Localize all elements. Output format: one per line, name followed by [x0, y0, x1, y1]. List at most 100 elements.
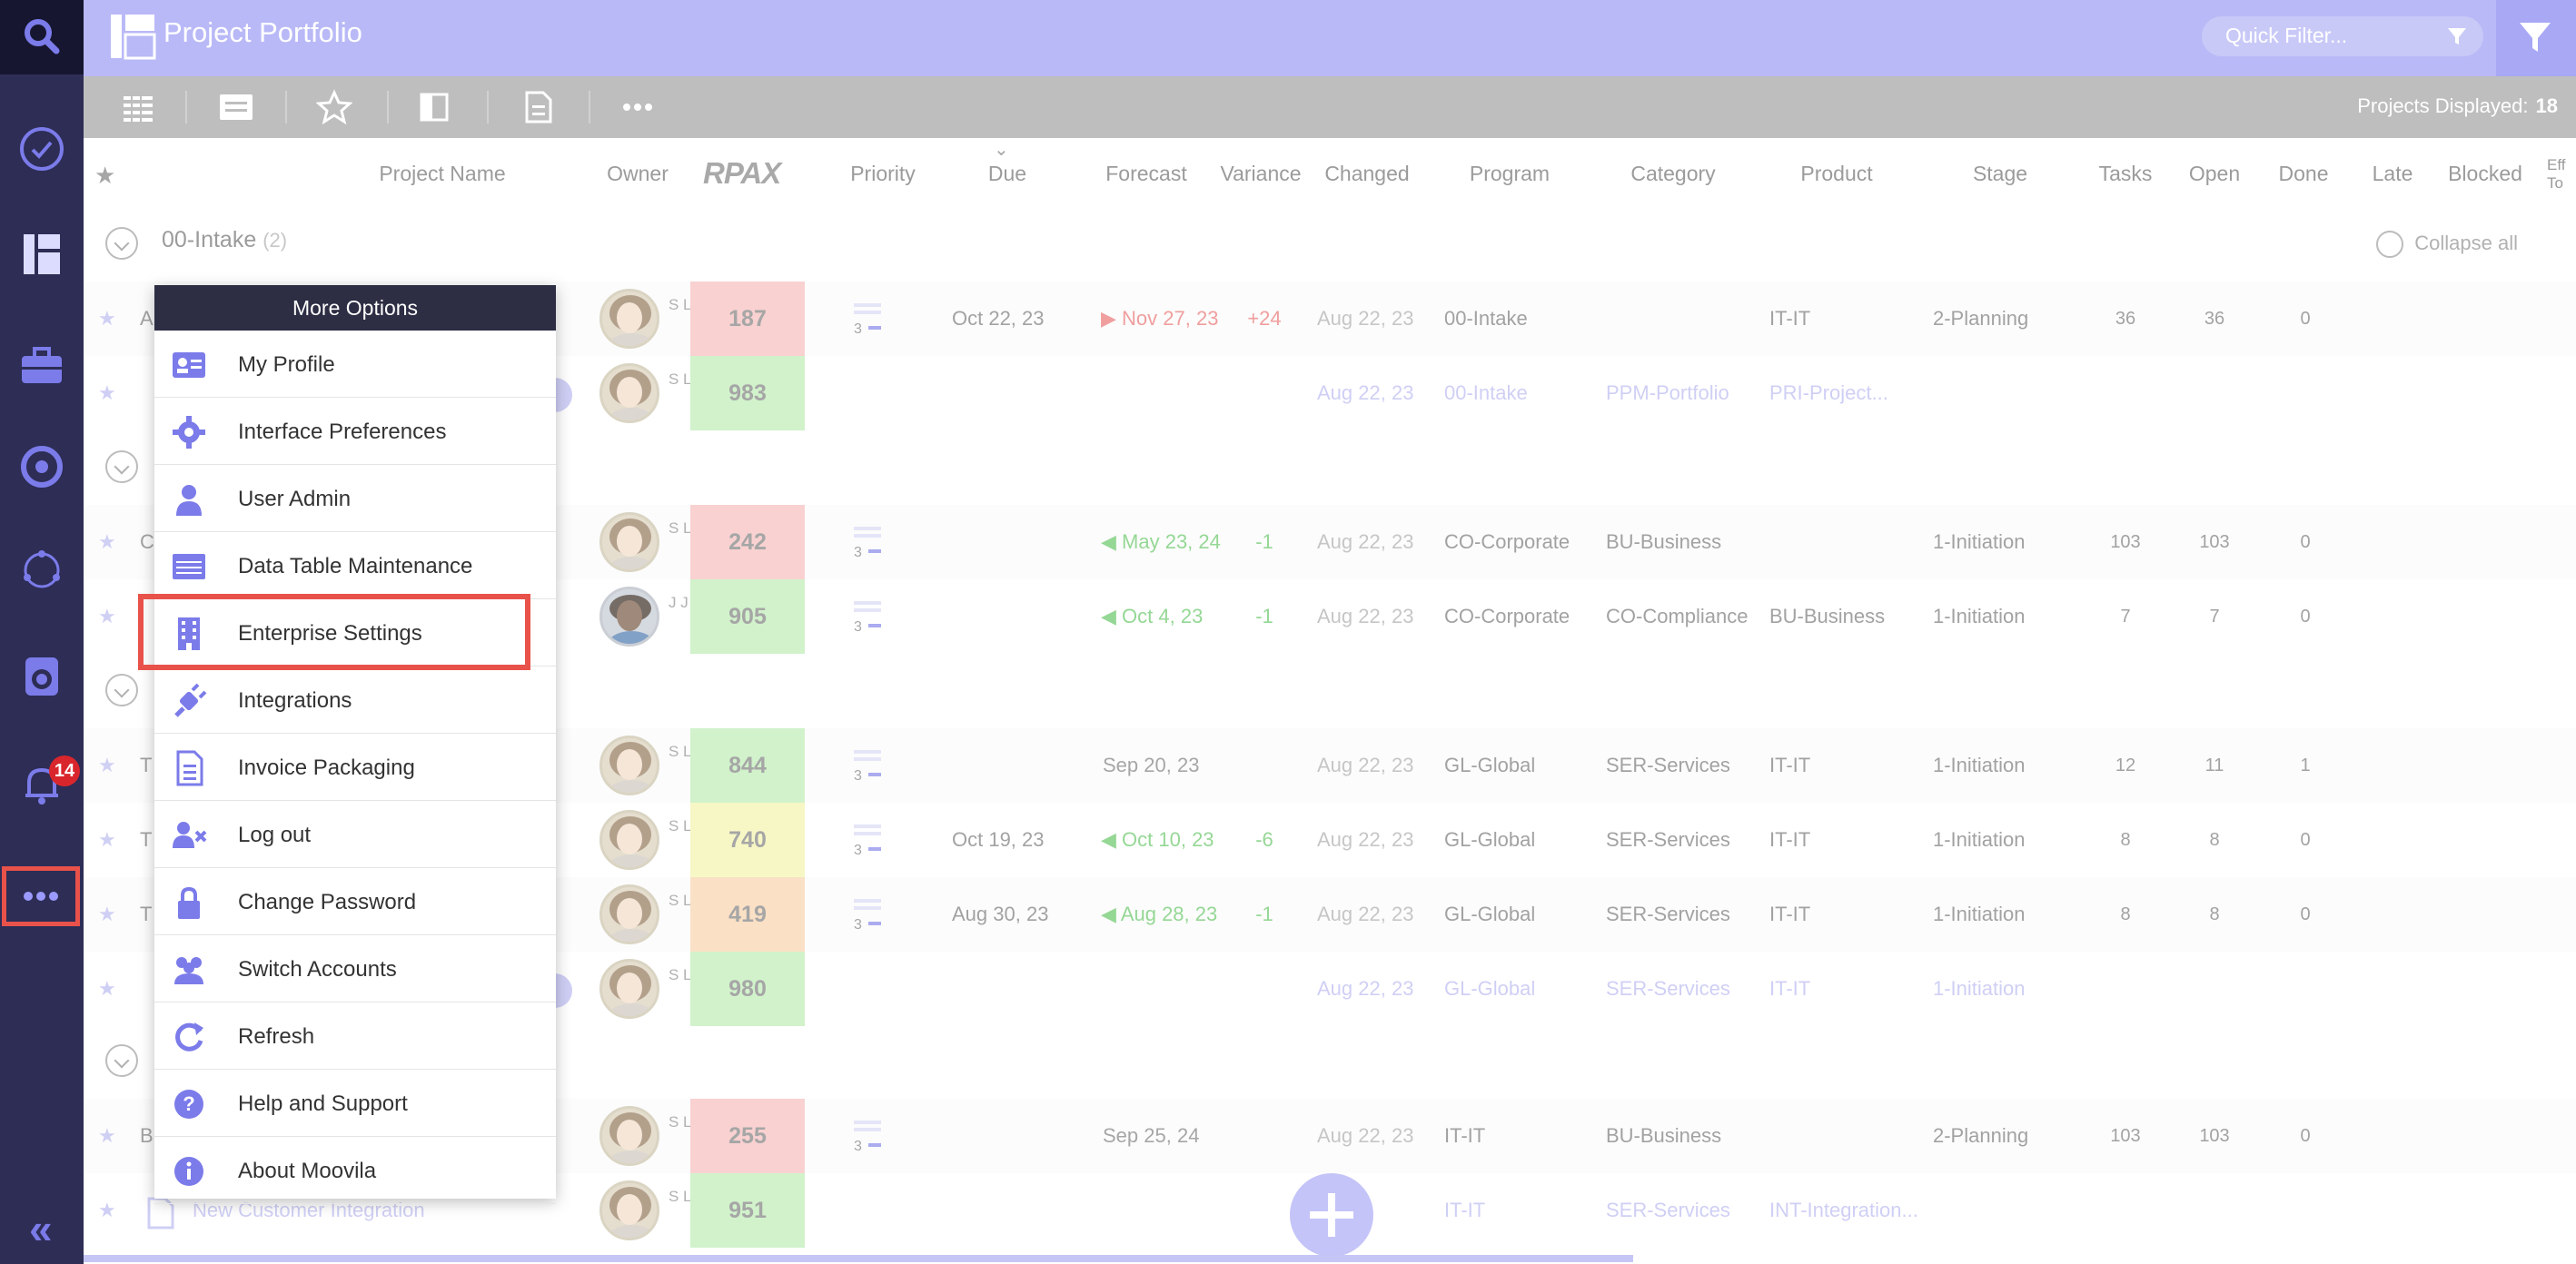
owner-initials: S L — [669, 892, 692, 909]
menu-item-log-out[interactable]: Log out — [154, 801, 556, 868]
menu-item-label: My Profile — [238, 352, 335, 377]
column-category[interactable]: Category — [1630, 162, 1716, 185]
column-forecast[interactable]: Forecast — [1105, 162, 1187, 185]
expand-group-icon[interactable] — [105, 674, 138, 706]
column-variance[interactable]: Variance — [1220, 162, 1302, 185]
expand-group-icon[interactable] — [105, 450, 138, 483]
favorite-star-icon[interactable]: ★ — [98, 903, 116, 925]
menu-title: More Options — [154, 285, 556, 331]
collapse-all-button[interactable]: Collapse all — [2376, 231, 2518, 258]
column-project-name[interactable]: Project Name — [379, 162, 506, 185]
star-icon[interactable] — [316, 89, 352, 125]
menu-item-data-table-maintenance[interactable]: Data Table Maintenance — [154, 532, 556, 599]
menu-item-user-admin[interactable]: User Admin — [154, 465, 556, 532]
favorite-star-icon[interactable]: ★ — [98, 1124, 116, 1147]
cell-project-name: C — [140, 530, 154, 553]
owner-avatar[interactable] — [599, 810, 659, 870]
portfolio-nav-button[interactable] — [16, 229, 67, 280]
column-open[interactable]: Open — [2188, 162, 2241, 185]
table-row[interactable]: ★ S L 983 Aug 22, 23 00-Intake PPM-Portfolio P… — [84, 356, 2576, 430]
more-options-button[interactable] — [2, 866, 80, 926]
column-done[interactable]: Done — [2278, 162, 2329, 185]
network-nav-button[interactable] — [16, 545, 67, 596]
filter-button[interactable] — [2496, 0, 2576, 76]
report-icon[interactable] — [520, 89, 556, 125]
owner-avatar[interactable] — [599, 512, 659, 572]
table-row[interactable]: ★ S L 980 Aug 22, 23 GL-Global SER-Services IT… — [84, 952, 2576, 1026]
toolbar-divider — [285, 91, 287, 123]
cell-product: IT-IT — [1769, 307, 1811, 330]
card-view-icon[interactable] — [218, 89, 254, 125]
horizontal-scrollbar[interactable] — [84, 1255, 1633, 1262]
favorite-star-icon[interactable]: ★ — [98, 530, 116, 553]
menu-item-interface-preferences[interactable]: Interface Preferences — [154, 398, 556, 465]
table-row[interactable]: ★ T S L 740 3 Oct 19, 23 ◀ Oct 10, 23 -6 Aug 22,… — [84, 803, 2576, 877]
menu-item-refresh[interactable]: Refresh — [154, 1002, 556, 1070]
menu-item-about-moovila[interactable]: About Moovila — [154, 1137, 556, 1204]
cell-stage: 2-Planning — [1933, 307, 2029, 330]
help-icon: ? — [174, 1090, 203, 1119]
favorite-star-icon[interactable]: ★ — [98, 605, 116, 627]
column-due[interactable]: Due — [987, 162, 1027, 185]
menu-item-enterprise-settings[interactable]: Enterprise Settings — [154, 599, 556, 667]
cell-forecast: ◀ May 23, 24 — [1101, 530, 1221, 553]
grid-view-icon[interactable] — [120, 89, 156, 125]
toolbar: Projects Displayed: 18 — [84, 76, 2576, 138]
collapse-sidebar-icon[interactable]: « — [29, 1205, 53, 1252]
owner-avatar[interactable] — [599, 736, 659, 795]
column-program[interactable]: Program — [1469, 162, 1551, 185]
menu-item-switch-accounts[interactable]: Switch Accounts — [154, 935, 556, 1002]
expand-group-icon[interactable] — [105, 227, 138, 260]
favorite-star-icon[interactable]: ★ — [98, 307, 116, 330]
owner-avatar[interactable] — [599, 587, 659, 647]
column-blocked[interactable]: Blocked — [2448, 162, 2522, 185]
menu-item-change-password[interactable]: Change Password — [154, 868, 556, 935]
timesheet-nav-button[interactable] — [16, 650, 67, 701]
search-button[interactable] — [0, 0, 84, 74]
column-product[interactable]: Product — [1800, 162, 1873, 185]
favorite-star-icon[interactable]: ★ — [98, 1199, 116, 1221]
owner-avatar[interactable] — [599, 884, 659, 944]
rpax-score: 187 — [690, 281, 805, 356]
owner-avatar[interactable] — [599, 1180, 659, 1240]
column-effort[interactable]: Eff To — [2547, 156, 2566, 192]
column-tasks[interactable]: Tasks — [2098, 162, 2153, 185]
tasks-nav-button[interactable] — [16, 123, 67, 174]
columns-icon[interactable] — [416, 89, 452, 125]
menu-item-help-and-support[interactable]: ? Help and Support — [154, 1070, 556, 1137]
favorite-star-icon[interactable]: ★ — [98, 381, 116, 404]
priority-value: 3 — [854, 545, 862, 560]
owner-avatar[interactable] — [599, 289, 659, 349]
column-changed[interactable]: Changed — [1324, 162, 1410, 185]
favorite-star-icon[interactable]: ★ — [98, 828, 116, 851]
add-project-button[interactable] — [1290, 1173, 1373, 1257]
column-stage[interactable]: Stage — [1972, 162, 2028, 185]
priority-bar — [854, 534, 881, 538]
column-late[interactable]: Late — [2372, 162, 2413, 185]
favorite-star-icon[interactable]: ★ — [98, 977, 116, 1000]
menu-item-integrations[interactable]: Integrations — [154, 667, 556, 734]
expand-group-icon[interactable] — [105, 1044, 138, 1077]
quick-filter-input[interactable]: Quick Filter... — [2202, 16, 2483, 56]
more-toolbar-icon[interactable] — [619, 89, 656, 125]
table-row[interactable]: ★ J J 905 3 ◀ Oct 4, 23 -1 Aug 22, 23 CO-Corpor… — [84, 579, 2576, 654]
cell-product: IT-IT — [1769, 754, 1811, 776]
favorite-column-star-icon[interactable]: ★ — [94, 162, 116, 189]
owner-avatar[interactable] — [599, 959, 659, 1019]
favorite-star-icon[interactable]: ★ — [98, 754, 116, 776]
refresh-icon — [175, 1022, 203, 1052]
column-owner[interactable]: Owner — [607, 162, 669, 185]
rpax-score: 255 — [690, 1099, 805, 1173]
check-circle-icon — [20, 127, 64, 171]
owner-avatar[interactable] — [599, 1106, 659, 1166]
column-rpax[interactable]: RPAX — [703, 156, 781, 190]
owner-avatar[interactable] — [599, 363, 659, 423]
menu-item-invoice-packaging[interactable]: Invoice Packaging — [154, 734, 556, 801]
group-header-row[interactable]: 00-Intake (2) Collapse all — [84, 207, 2576, 281]
column-priority[interactable]: Priority — [850, 162, 916, 185]
forecast-nav-button[interactable] — [16, 441, 67, 492]
cell-project-name: B — [140, 1124, 154, 1147]
projects-nav-button[interactable] — [16, 341, 67, 392]
menu-item-my-profile[interactable]: My Profile — [154, 331, 556, 398]
